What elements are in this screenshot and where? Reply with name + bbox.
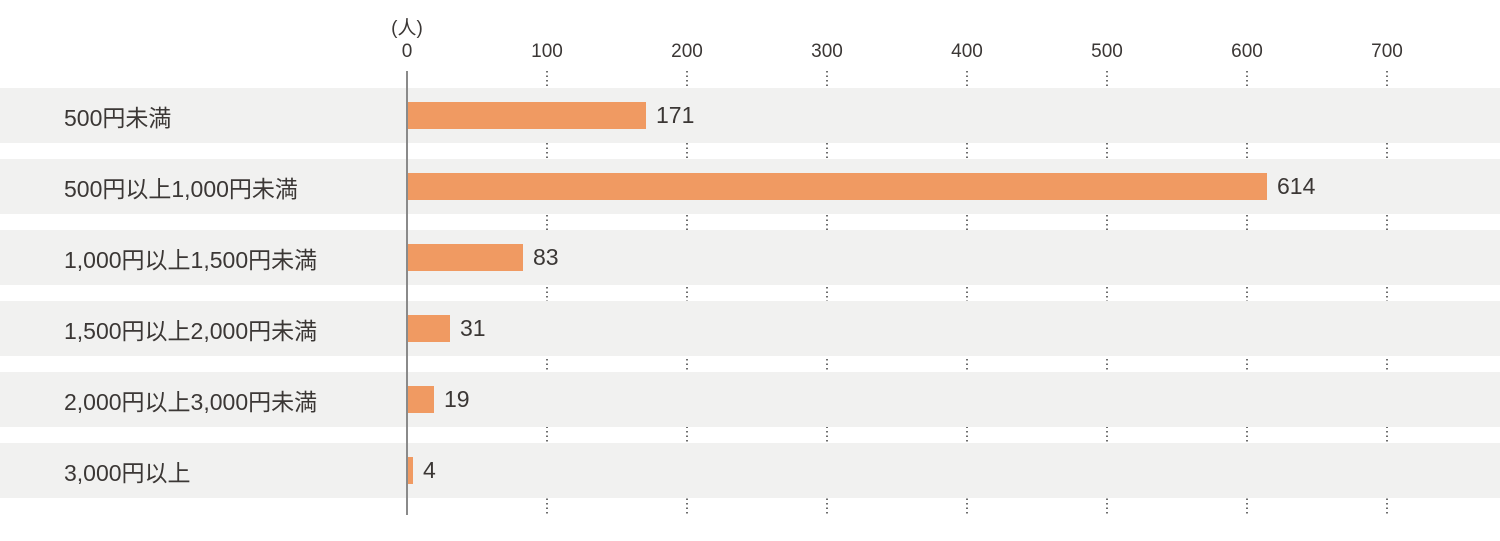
bar <box>407 244 523 271</box>
value-label: 614 <box>1277 173 1316 199</box>
category-label: 2,000円以上3,000円未満 <box>64 388 318 415</box>
value-label: 4 <box>423 457 436 483</box>
bar <box>407 173 1267 200</box>
x-tick-label: 0 <box>401 41 413 62</box>
axis-unit-label: (人) <box>391 18 423 39</box>
bar <box>407 102 646 129</box>
x-tick-label: 100 <box>531 41 563 62</box>
gridline-dotted <box>1246 71 1248 515</box>
table-row: 500円未満 171 <box>0 88 1500 143</box>
table-row: 1,500円以上2,000円未満 31 <box>0 301 1500 356</box>
gridline-dotted <box>1106 71 1108 515</box>
value-label: 31 <box>460 315 486 341</box>
table-row: 1,000円以上1,500円未満 83 <box>0 230 1500 285</box>
category-label: 1,500円以上2,000円未満 <box>64 317 318 344</box>
gridline-dotted <box>546 71 548 515</box>
y-axis-line <box>406 71 408 515</box>
table-row: 2,000円以上3,000円未満 19 <box>0 372 1500 427</box>
category-label: 1,000円以上1,500円未満 <box>64 246 318 273</box>
x-tick-label: 300 <box>811 41 843 62</box>
gridline-dotted <box>826 71 828 515</box>
bar <box>407 386 434 413</box>
gridline-dotted <box>966 71 968 515</box>
value-label: 19 <box>444 386 470 412</box>
x-tick-label: 600 <box>1231 41 1263 62</box>
table-row: 500円以上1,000円未満 614 <box>0 159 1500 214</box>
table-row: 3,000円以上 4 <box>0 443 1500 498</box>
category-label: 3,000円以上 <box>64 459 191 486</box>
value-label: 83 <box>533 244 559 270</box>
gridline-dotted <box>686 71 688 515</box>
gridline-dotted <box>1386 71 1388 515</box>
bar <box>407 315 450 342</box>
bar <box>407 457 413 484</box>
x-tick-label: 400 <box>951 41 983 62</box>
category-label: 500円以上1,000円未満 <box>64 175 298 202</box>
x-tick-label: 500 <box>1091 41 1123 62</box>
category-label: 500円未満 <box>64 104 172 131</box>
x-tick-label: 700 <box>1371 41 1403 62</box>
x-tick-label: 200 <box>671 41 703 62</box>
value-label: 171 <box>656 102 695 128</box>
